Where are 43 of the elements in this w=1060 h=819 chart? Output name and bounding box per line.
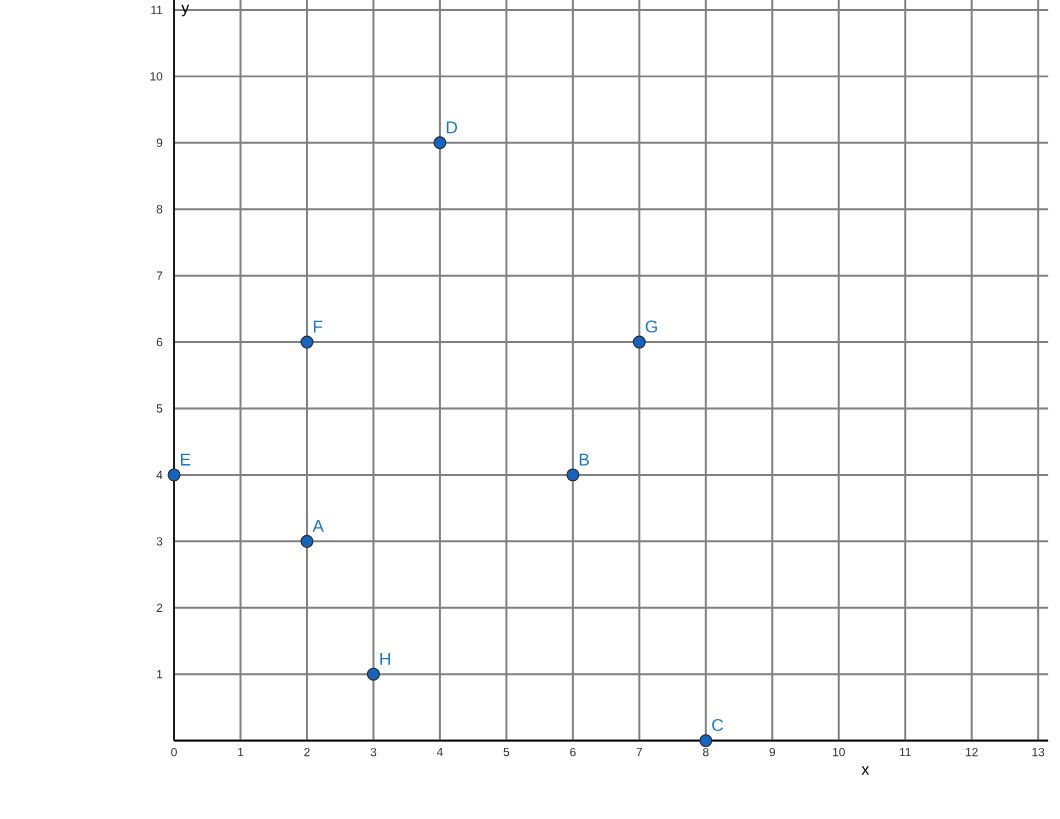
x-tick-label: 7 <box>636 748 643 757</box>
y-tick-label: 7 <box>156 271 163 280</box>
annotation: F <box>313 320 323 333</box>
x-tick-label: 6 <box>570 748 576 757</box>
x-tick-label: 0 <box>171 748 177 757</box>
annotation: B <box>579 453 589 466</box>
point <box>300 335 314 349</box>
x-tick-label: 11 <box>899 748 911 757</box>
x-tick-label: 2 <box>304 748 310 757</box>
annotation: C <box>712 719 724 732</box>
x-tick-label: 8 <box>703 748 709 757</box>
y-tick-label: 9 <box>156 138 163 148</box>
x-axis-title: x <box>861 766 870 775</box>
y-tick-label: 2 <box>156 603 163 613</box>
annotation: A <box>312 520 324 532</box>
x-tick-label: 1 <box>238 748 244 757</box>
point <box>433 136 447 150</box>
y-tick-label: 3 <box>156 537 163 546</box>
y-tick-label: 8 <box>156 205 163 214</box>
point <box>300 535 314 548</box>
point <box>167 468 181 482</box>
y-tick-label: 10 <box>150 72 163 81</box>
annotation: H <box>380 653 390 665</box>
annotation: D <box>446 121 458 134</box>
y-tick-label: 6 <box>156 338 163 347</box>
y-tick-label: 11 <box>151 6 163 15</box>
point <box>699 734 713 748</box>
y-axis-title: y <box>181 4 190 17</box>
annotation: G <box>645 320 657 333</box>
point <box>566 468 580 482</box>
y-tick-label: 4 <box>156 470 163 480</box>
y-tick-label: 5 <box>156 404 163 413</box>
x-tick-label: 9 <box>769 748 776 757</box>
annotation: E <box>180 453 191 466</box>
x-tick-label: 13 <box>1032 748 1045 757</box>
y-tick-label: 1 <box>157 670 163 679</box>
x-tick-label: 5 <box>503 748 510 757</box>
point <box>632 335 646 349</box>
x-tick-label: 3 <box>370 748 377 757</box>
x-tick-label: 4 <box>436 748 443 757</box>
x-tick-label: 10 <box>833 748 845 757</box>
point <box>366 667 380 681</box>
x-tick-label: 12 <box>966 748 978 757</box>
